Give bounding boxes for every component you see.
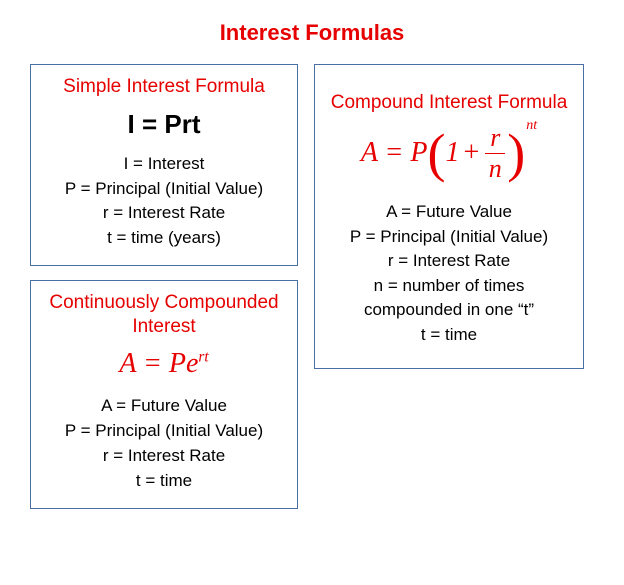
def-line: I = Interest <box>39 152 289 176</box>
continuous-title: Continuously Compounded Interest <box>39 291 289 339</box>
frac-den: n <box>485 153 505 182</box>
fraction: r n <box>485 125 505 182</box>
def-line: t = time (years) <box>39 226 289 250</box>
frac-num: r <box>490 125 500 153</box>
formula-exp: rt <box>198 349 208 366</box>
simple-defs: I = Interest P = Principal (Initial Valu… <box>39 152 289 250</box>
right-column: Compound Interest Formula A = P ( 1 + r … <box>314 64 584 509</box>
simple-formula: I = Prt <box>39 109 289 140</box>
paren-open: ( <box>427 132 445 175</box>
def-line: r = Interest Rate <box>323 249 575 273</box>
formula-plus: + <box>463 139 479 167</box>
def-line: r = Interest Rate <box>39 444 289 468</box>
formula-exp: nt <box>526 119 537 133</box>
card-continuous-interest: Continuously Compounded Interest A = Per… <box>30 280 298 509</box>
def-line: A = Future Value <box>323 200 575 224</box>
def-line: P = Principal (Initial Value) <box>323 225 575 249</box>
formula-lhs: A = P <box>361 139 428 167</box>
continuous-formula: A = Pert <box>39 348 289 380</box>
card-simple-interest: Simple Interest Formula I = Prt I = Inte… <box>30 64 298 266</box>
compound-title: Compound Interest Formula <box>323 91 575 115</box>
def-line: P = Principal (Initial Value) <box>39 177 289 201</box>
def-line: t = time <box>323 323 575 347</box>
continuous-defs: A = Future Value P = Principal (Initial … <box>39 394 289 492</box>
formula-one: 1 <box>445 139 459 167</box>
def-line: P = Principal (Initial Value) <box>39 419 289 443</box>
def-line: A = Future Value <box>39 394 289 418</box>
page-title: Interest Formulas <box>30 20 594 46</box>
def-line: n = number of times compounded in one “t… <box>323 274 575 322</box>
paren-close: ) <box>507 132 525 175</box>
compound-defs: A = Future Value P = Principal (Initial … <box>323 200 575 347</box>
def-line: r = Interest Rate <box>39 201 289 225</box>
compound-formula: A = P ( 1 + r n ) nt <box>323 125 575 182</box>
simple-title: Simple Interest Formula <box>39 75 289 99</box>
formula-base: A = Pe <box>119 348 198 379</box>
left-column: Simple Interest Formula I = Prt I = Inte… <box>30 64 298 509</box>
card-compound-interest: Compound Interest Formula A = P ( 1 + r … <box>314 64 584 369</box>
def-line: t = time <box>39 469 289 493</box>
layout-grid: Simple Interest Formula I = Prt I = Inte… <box>30 64 594 509</box>
